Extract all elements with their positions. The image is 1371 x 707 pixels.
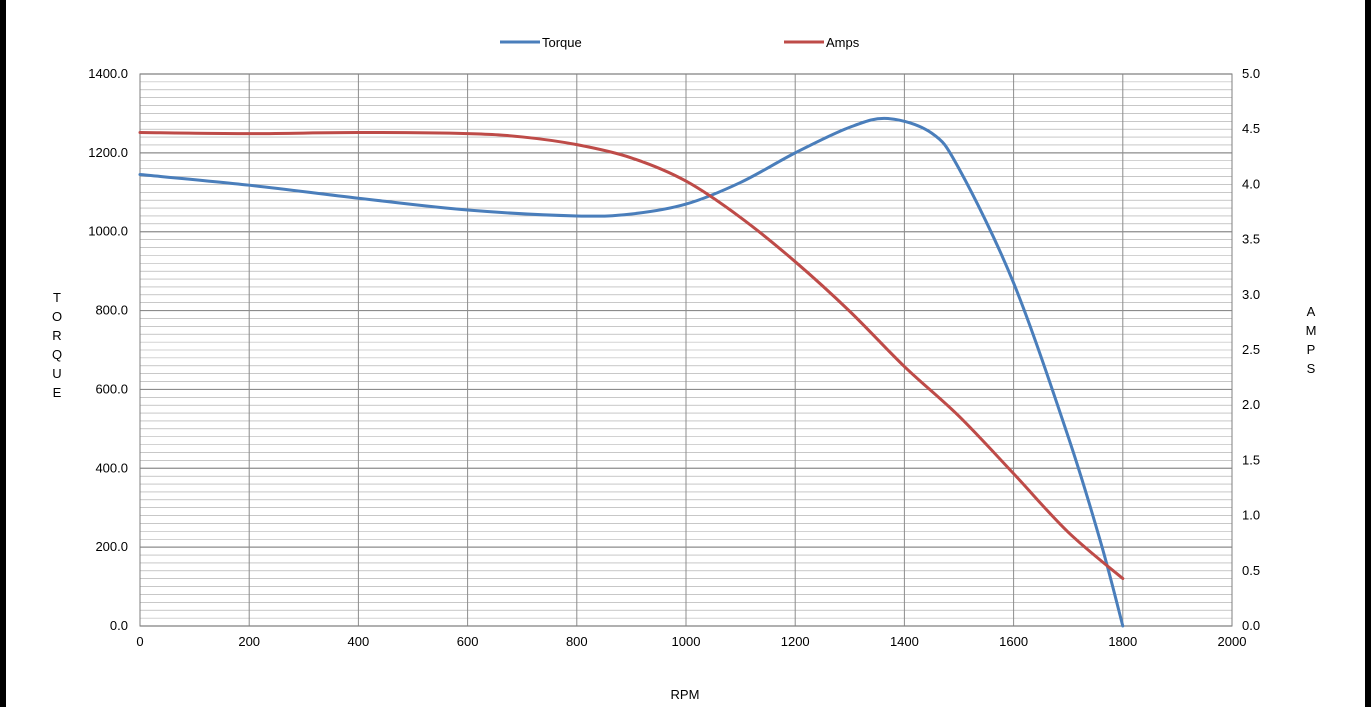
y-left-tick-label: 400.0	[95, 460, 128, 475]
x-axis-label: RPM	[671, 687, 700, 702]
x-tick-label: 1200	[781, 634, 810, 649]
y-left-tick-label: 200.0	[95, 539, 128, 554]
x-tick-label: 1800	[1108, 634, 1137, 649]
x-tick-label: 2000	[1218, 634, 1247, 649]
x-tick-label: 800	[566, 634, 588, 649]
y-left-tick-label: 600.0	[95, 381, 128, 396]
y-left-tick-label: 1000.0	[88, 224, 128, 239]
y-right-tick-label: 0.0	[1242, 618, 1260, 633]
x-tick-label: 200	[238, 634, 260, 649]
y-right-tick-label: 4.5	[1242, 121, 1260, 136]
y-left-tick-label: 1400.0	[88, 66, 128, 81]
y-right-tick-label: 5.0	[1242, 66, 1260, 81]
chart-legend: Torque Amps	[500, 35, 860, 50]
legend-label-torque: Torque	[542, 35, 582, 50]
x-tick-label: 1600	[999, 634, 1028, 649]
y-right-tick-label: 1.0	[1242, 508, 1260, 523]
y-right-tick-label: 3.0	[1242, 287, 1260, 302]
x-tick-label: 0	[136, 634, 143, 649]
y-right-tick-label: 2.5	[1242, 342, 1260, 357]
series-line-torque	[138, 116, 1125, 628]
y-left-tick-label: 800.0	[95, 303, 128, 318]
legend-label-amps: Amps	[826, 35, 860, 50]
chart-grid	[139, 73, 1233, 627]
chart-ticks: 0 200 400 600 800 1000 1200 1400 1600 1800 20000.0…	[88, 66, 1260, 649]
x-tick-label: 600	[457, 634, 479, 649]
y-right-tick-label: 3.5	[1242, 232, 1260, 247]
x-tick-label: 1000	[672, 634, 701, 649]
y-left-tick-label: 1200.0	[88, 145, 128, 160]
y-right-tick-label: 1.5	[1242, 452, 1260, 467]
y-right-tick-label: 4.0	[1242, 176, 1260, 191]
y-right-tick-label: 0.5	[1242, 563, 1260, 578]
x-tick-label: 400	[348, 634, 370, 649]
plot-area-border	[139, 73, 1233, 627]
y-right-tick-label: 2.0	[1242, 397, 1260, 412]
series-line-amps	[138, 131, 1125, 581]
y-left-tick-label: 0.0	[110, 618, 128, 633]
x-tick-label: 1400	[890, 634, 919, 649]
chart-series	[138, 116, 1125, 628]
